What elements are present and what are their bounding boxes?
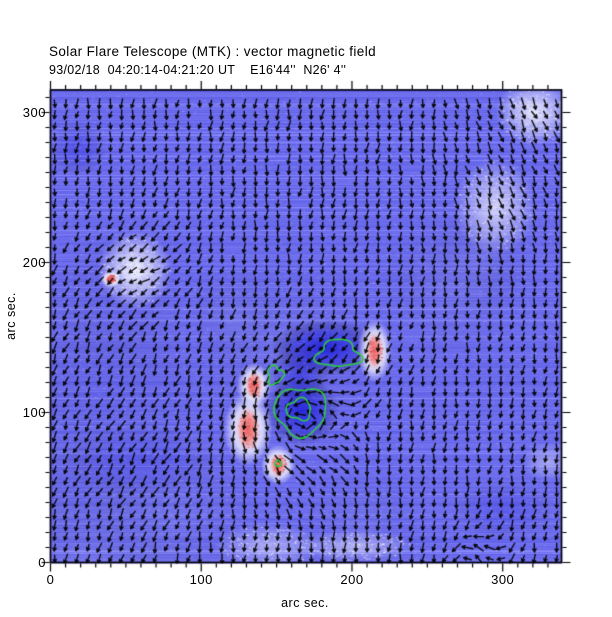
x-tick-label: 200 bbox=[340, 572, 364, 587]
y-axis-title: arc sec. bbox=[4, 292, 18, 340]
x-tick-label: 100 bbox=[189, 572, 213, 587]
y-tick-label: 200 bbox=[22, 254, 46, 270]
y-tick-label: 0 bbox=[38, 554, 46, 570]
figure-subtitle: 93/02/18 04:20:14-04:21:20 UT E16'44'' N… bbox=[49, 63, 347, 77]
y-tick-label: 100 bbox=[22, 404, 46, 420]
x-tick-label: 300 bbox=[491, 572, 515, 587]
x-axis-title: arc sec. bbox=[281, 596, 329, 610]
figure-title: Solar Flare Telescope (MTK) : vector mag… bbox=[49, 44, 377, 59]
y-tick-label: 300 bbox=[22, 104, 46, 120]
x-tick-label: 0 bbox=[46, 572, 55, 587]
